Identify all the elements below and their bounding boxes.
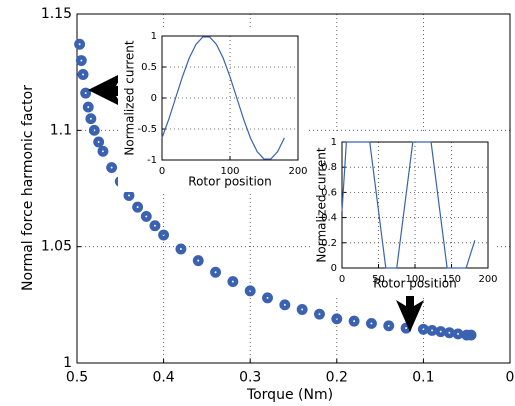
y-tick-label: 0.8: [321, 162, 337, 173]
y-tick-label: 0.2: [321, 238, 337, 249]
x-tick-label: 0.3: [239, 370, 261, 386]
point: [158, 229, 170, 241]
point: [97, 145, 109, 157]
point: [443, 327, 455, 339]
point: [175, 243, 187, 255]
x-tick-label: 50: [372, 274, 385, 285]
point: [348, 315, 360, 327]
x-tick-label: 100: [405, 274, 424, 285]
point: [365, 317, 377, 329]
x-tick-label: 0.2: [326, 370, 348, 386]
point: [80, 87, 92, 99]
y-tick-label: 1: [151, 31, 157, 42]
point: [296, 304, 308, 315]
x-tick-label: 100: [220, 166, 239, 177]
y-axis-label: Normal force harmonic factor: [20, 85, 36, 291]
x-tick-label: 0: [159, 166, 165, 177]
axes-box: [161, 35, 299, 161]
line: [341, 141, 476, 269]
y-tick-label: 0: [151, 93, 157, 104]
point: [82, 101, 94, 113]
y-tick-label: 0.5: [141, 62, 157, 73]
point: [75, 55, 87, 66]
point: [140, 210, 152, 222]
point: [435, 326, 447, 338]
y-tick-label: 1.15: [41, 6, 72, 22]
point: [452, 328, 464, 340]
x-tick-label: 0.4: [152, 370, 174, 386]
point: [149, 220, 161, 232]
x-axis-label: Rotor position: [188, 175, 271, 189]
x-tick-label: 200: [288, 166, 307, 177]
y-axis-label: Normalized current: [315, 147, 329, 262]
x-tick-label: 0: [506, 370, 515, 386]
point: [227, 276, 239, 288]
point: [74, 38, 86, 50]
point: [93, 136, 105, 148]
inset-background: [118, 28, 306, 192]
point: [244, 285, 256, 297]
x-tick-label: 0.5: [66, 370, 88, 386]
line: [161, 36, 285, 160]
point: [279, 299, 291, 311]
point: [314, 308, 325, 320]
y-tick-label: 0: [331, 263, 337, 274]
y-tick-label: 0.6: [321, 187, 337, 198]
point: [106, 162, 118, 174]
point: [77, 69, 89, 80]
y-tick-label: 0.4: [321, 213, 337, 224]
y-tick-label: 1.05: [41, 239, 72, 255]
y-tick-label: 1.1: [50, 122, 72, 138]
point: [123, 190, 135, 201]
point: [383, 320, 395, 332]
y-tick-label: -1: [147, 155, 157, 166]
x-tick-label: 0: [339, 274, 345, 285]
point: [465, 329, 477, 341]
x-tick-label: 200: [478, 274, 497, 285]
point: [85, 113, 97, 125]
x-tick-label: 150: [442, 274, 461, 285]
axes-box: [76, 13, 511, 364]
y-tick-label: -0.5: [137, 124, 157, 135]
point: [132, 201, 144, 213]
arrow: [396, 288, 424, 332]
point: [417, 323, 429, 335]
y-tick-label: 1: [63, 355, 72, 371]
point: [331, 313, 343, 325]
point: [426, 324, 438, 336]
point: [262, 292, 273, 304]
x-tick-label: 0.1: [412, 370, 434, 386]
point: [88, 124, 100, 136]
point: [192, 255, 204, 267]
y-axis-label: Normalized current: [123, 40, 137, 155]
y-tick-label: 1: [331, 137, 337, 148]
x-axis-label: Rotor position: [373, 277, 456, 291]
x-axis-label: Torque (Nm): [246, 387, 333, 403]
point: [210, 266, 222, 278]
